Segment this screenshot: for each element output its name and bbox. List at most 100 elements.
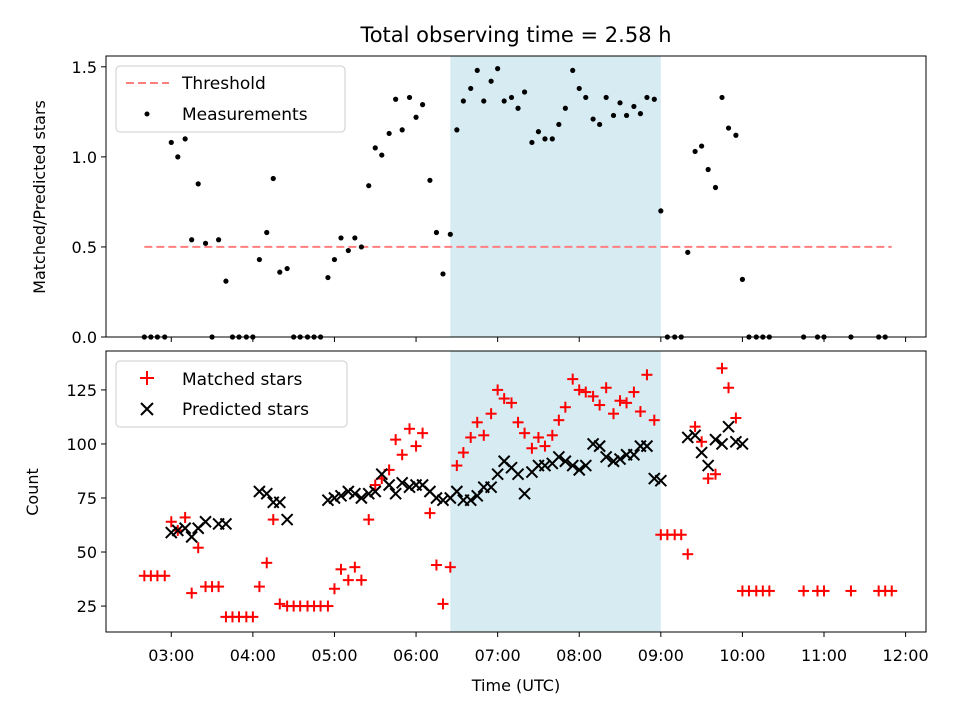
predicted-point [695, 446, 708, 459]
measurement-point [603, 94, 609, 101]
matched-point [526, 442, 538, 454]
predicted-point [185, 530, 198, 544]
measurement-point [725, 125, 732, 131]
predicted-point [260, 487, 273, 500]
x-tick-label: 08:00 [556, 646, 602, 665]
measurement-point [597, 121, 603, 128]
measurement-point [175, 154, 181, 160]
predicted-point [559, 455, 572, 468]
matched-point [349, 561, 361, 573]
x-tick-label: 03:00 [148, 646, 194, 665]
measurement-point [277, 269, 283, 275]
matched-point [600, 382, 612, 394]
measurement-point [495, 66, 501, 72]
matched-point [641, 369, 653, 381]
predicted-point [715, 437, 729, 451]
measurement-point [168, 139, 174, 146]
measurement-point [223, 278, 229, 284]
predicted-point [178, 522, 192, 535]
matched-point [404, 423, 416, 435]
legend-predicted-label: Predicted stars [182, 400, 309, 420]
measurement-point [345, 247, 351, 254]
matched-point [396, 449, 408, 461]
measurement-point [264, 229, 270, 236]
measurement-point [325, 274, 331, 281]
measurement-point [454, 127, 460, 133]
measurement-point [610, 112, 617, 119]
predicted-point [171, 524, 185, 537]
predicted-point [355, 491, 368, 505]
y-tick-label: 100 [66, 435, 97, 454]
matched-point [179, 511, 191, 523]
matched-point [587, 390, 599, 402]
measurement-point [529, 139, 535, 146]
matched-point [716, 362, 728, 374]
measurement-point [570, 67, 576, 74]
bottom-legend-box [115, 360, 348, 428]
matched-point [553, 414, 565, 426]
x-axis-label: Time (UTC) [471, 676, 560, 695]
measurement-point [440, 271, 446, 277]
measurement-point [182, 136, 188, 142]
measurement-point [637, 111, 644, 117]
measurement-point [501, 98, 507, 104]
bottom-x-ticks: 03:00 04:00 05:00 06:00 07:00 08:00 09:00 10:00… [148, 632, 929, 665]
predicted-point [348, 487, 362, 500]
matched-point [621, 397, 633, 409]
matched-point [159, 570, 171, 582]
measurement-point [352, 235, 358, 241]
measurement-point [651, 96, 657, 102]
measurement-point [623, 112, 630, 119]
measurement-point [474, 67, 480, 74]
measurement-point [692, 148, 698, 155]
predicted-point [709, 433, 722, 446]
measurement-point [488, 78, 494, 84]
x-tick-label: 05:00 [311, 646, 357, 665]
matched-point [369, 479, 381, 491]
predicted-point [253, 485, 266, 498]
measurement-point [712, 184, 719, 191]
predicted-point [280, 513, 294, 526]
legend-predicted-swatch [140, 402, 154, 416]
measurement-point [705, 166, 711, 173]
predicted-point [436, 493, 450, 507]
predicted-point [566, 459, 579, 472]
predicted-point [579, 459, 592, 472]
matched-point [498, 393, 510, 405]
measurement-point [433, 229, 440, 236]
matched-point [451, 460, 463, 472]
measurement-point [331, 256, 338, 263]
measurement-point [685, 249, 691, 255]
matched-point [886, 585, 898, 597]
predicted-point [593, 439, 606, 453]
matched-point [485, 408, 497, 420]
x-tick-label: 06:00 [393, 646, 439, 665]
matched-point [689, 421, 701, 433]
y-tick-label: 0.0 [72, 328, 97, 347]
measurement-point [535, 129, 542, 135]
matched-point [261, 557, 273, 569]
matched-point [567, 373, 579, 385]
matched-point [363, 514, 375, 526]
matched-point [798, 585, 810, 597]
y-tick-label: 0.5 [72, 238, 97, 257]
x-tick-label: 10:00 [719, 646, 765, 665]
measurement-point [338, 235, 344, 241]
top-legend-box [115, 65, 346, 133]
matched-point [165, 516, 177, 528]
measurement-point [215, 237, 222, 243]
measurement-point [521, 89, 528, 95]
measurement-point [542, 136, 548, 142]
measurement-point [556, 121, 562, 128]
predicted-point [382, 478, 396, 492]
matched-point [424, 507, 436, 519]
top-y-ticks: 0.0 0.5 1.0 1.5 [72, 58, 106, 347]
measurement-point [447, 231, 453, 237]
matched-point [322, 600, 334, 612]
y-tick-label: 125 [66, 381, 97, 400]
matched-point [355, 574, 367, 586]
measurement-point [413, 114, 419, 120]
bottom-plot-frame [105, 350, 927, 633]
measurement-point [270, 175, 276, 182]
predicted-point [722, 420, 735, 433]
